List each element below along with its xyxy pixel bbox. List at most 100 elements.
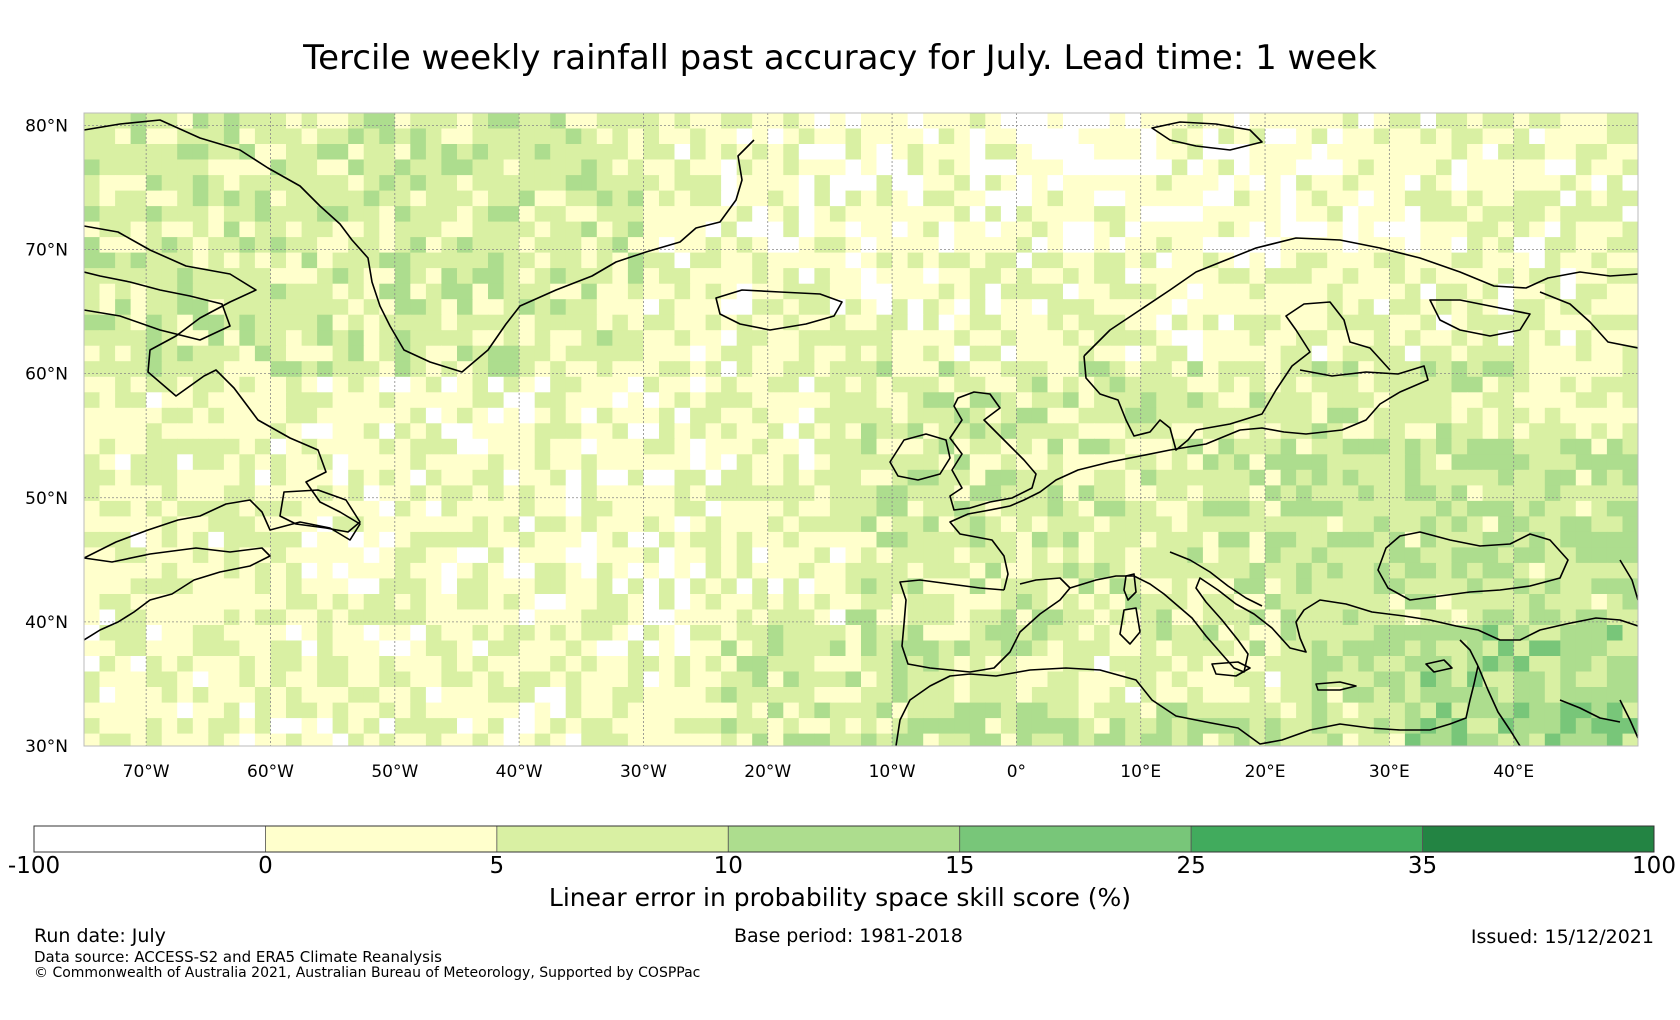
skill-cell bbox=[907, 252, 924, 269]
skill-cell bbox=[1234, 345, 1251, 362]
skill-cell bbox=[425, 128, 442, 145]
skill-cell bbox=[659, 733, 676, 746]
skill-cell bbox=[861, 128, 878, 145]
skill-cell bbox=[1296, 485, 1313, 502]
skill-cell bbox=[1311, 438, 1328, 455]
skill-cell bbox=[301, 159, 318, 176]
skill-cell bbox=[1187, 113, 1204, 130]
skill-cell bbox=[1249, 314, 1266, 331]
skill-cell bbox=[503, 237, 520, 254]
skill-cell bbox=[161, 656, 178, 673]
skill-cell bbox=[1606, 733, 1623, 746]
skill-cell bbox=[1560, 454, 1577, 471]
skill-cell bbox=[674, 221, 691, 238]
skill-cell bbox=[84, 237, 101, 254]
skill-cell bbox=[457, 283, 474, 300]
skill-cell bbox=[1513, 206, 1530, 223]
skill-cell bbox=[503, 531, 520, 548]
skill-cell bbox=[363, 702, 380, 719]
skill-cell bbox=[876, 500, 893, 517]
skill-cell bbox=[1047, 609, 1064, 626]
skill-cell bbox=[239, 578, 256, 595]
skill-cell bbox=[1358, 299, 1375, 316]
skill-cell bbox=[1358, 594, 1375, 611]
skill-cell bbox=[270, 268, 287, 285]
skill-cell bbox=[1202, 392, 1219, 409]
skill-cell bbox=[254, 128, 271, 145]
skill-cell bbox=[1234, 485, 1251, 502]
skill-cell bbox=[565, 376, 582, 393]
skill-cell bbox=[892, 656, 909, 673]
skill-cell bbox=[1311, 500, 1328, 517]
skill-cell bbox=[1296, 671, 1313, 688]
skill-cell bbox=[1529, 718, 1546, 735]
skill-cell bbox=[1622, 640, 1638, 657]
skill-cell bbox=[1280, 128, 1297, 145]
skill-cell bbox=[519, 175, 536, 192]
skill-cell bbox=[752, 299, 769, 316]
skill-cell bbox=[627, 656, 644, 673]
skill-cell bbox=[519, 392, 536, 409]
skill-cell bbox=[519, 376, 536, 393]
skill-cell bbox=[923, 268, 940, 285]
skill-cell bbox=[736, 144, 753, 161]
skill-cell bbox=[612, 144, 629, 161]
skill-cell bbox=[643, 594, 660, 611]
skill-cell bbox=[488, 516, 505, 533]
skill-cell bbox=[861, 609, 878, 626]
skill-cell bbox=[1218, 330, 1235, 347]
skill-cell bbox=[798, 237, 815, 254]
skill-cell bbox=[488, 702, 505, 719]
skill-cell bbox=[969, 718, 986, 735]
skill-cell bbox=[1591, 671, 1608, 688]
skill-cell bbox=[1544, 702, 1561, 719]
skill-cell bbox=[1622, 625, 1638, 642]
skill-cell bbox=[286, 438, 303, 455]
skill-cell bbox=[1606, 640, 1623, 657]
skill-cell bbox=[907, 485, 924, 502]
skill-cell bbox=[1451, 392, 1468, 409]
skill-cell bbox=[581, 516, 598, 533]
skill-cell bbox=[1389, 469, 1406, 486]
skill-cell bbox=[1560, 438, 1577, 455]
skill-cell bbox=[457, 500, 474, 517]
skill-cell bbox=[721, 733, 738, 746]
skill-cell bbox=[876, 438, 893, 455]
skill-cell bbox=[1358, 175, 1375, 192]
skill-cell bbox=[550, 190, 567, 207]
skill-cell bbox=[1436, 345, 1453, 362]
skill-cell bbox=[130, 221, 147, 238]
skill-cell bbox=[1467, 547, 1484, 564]
skill-cell bbox=[1560, 190, 1577, 207]
skill-cell bbox=[534, 438, 551, 455]
skill-cell bbox=[985, 144, 1002, 161]
skill-cells bbox=[84, 113, 1638, 746]
skill-cell bbox=[798, 656, 815, 673]
skill-cell bbox=[1513, 718, 1530, 735]
skill-cell bbox=[892, 671, 909, 688]
skill-cell bbox=[1389, 392, 1406, 409]
skill-cell bbox=[1342, 237, 1359, 254]
skill-cell bbox=[84, 423, 101, 440]
skill-cell bbox=[379, 113, 396, 130]
skill-cell bbox=[627, 190, 644, 207]
skill-cell bbox=[1606, 283, 1623, 300]
skill-cell bbox=[1498, 702, 1515, 719]
skill-cell bbox=[1606, 128, 1623, 145]
skill-cell bbox=[845, 392, 862, 409]
skill-cell bbox=[1047, 423, 1064, 440]
skill-cell bbox=[1047, 687, 1064, 704]
skill-cell bbox=[798, 113, 815, 130]
skill-cell bbox=[488, 268, 505, 285]
skill-cell bbox=[923, 625, 940, 642]
skill-cell bbox=[1606, 221, 1623, 238]
skill-cell bbox=[1109, 718, 1126, 735]
skill-cell bbox=[783, 423, 800, 440]
skill-cell bbox=[627, 438, 644, 455]
skill-cell bbox=[425, 687, 442, 704]
skill-cell bbox=[1529, 159, 1546, 176]
skill-cell bbox=[410, 190, 427, 207]
skill-cell bbox=[1218, 656, 1235, 673]
skill-cell bbox=[1373, 454, 1390, 471]
skill-cell bbox=[1109, 159, 1126, 176]
